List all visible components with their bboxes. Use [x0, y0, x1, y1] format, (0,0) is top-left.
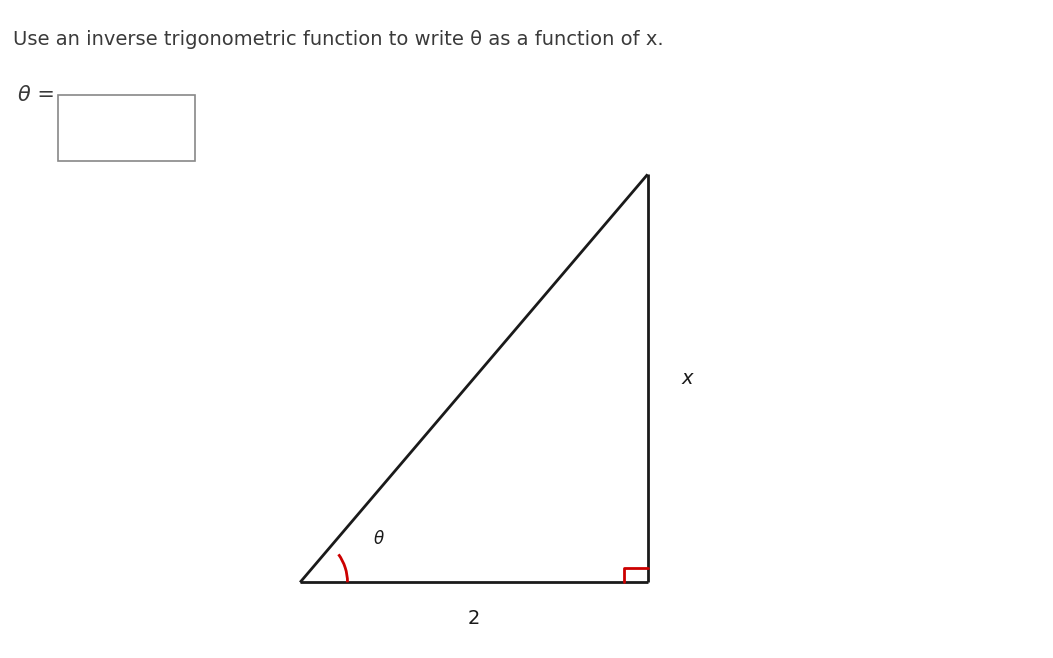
Text: x: x	[682, 369, 693, 388]
Text: Use an inverse trigonometric function to write θ as a function of x.: Use an inverse trigonometric function to…	[13, 30, 663, 49]
Text: θ =: θ =	[18, 86, 55, 105]
Text: 2: 2	[468, 609, 480, 628]
Text: θ: θ	[374, 530, 383, 549]
